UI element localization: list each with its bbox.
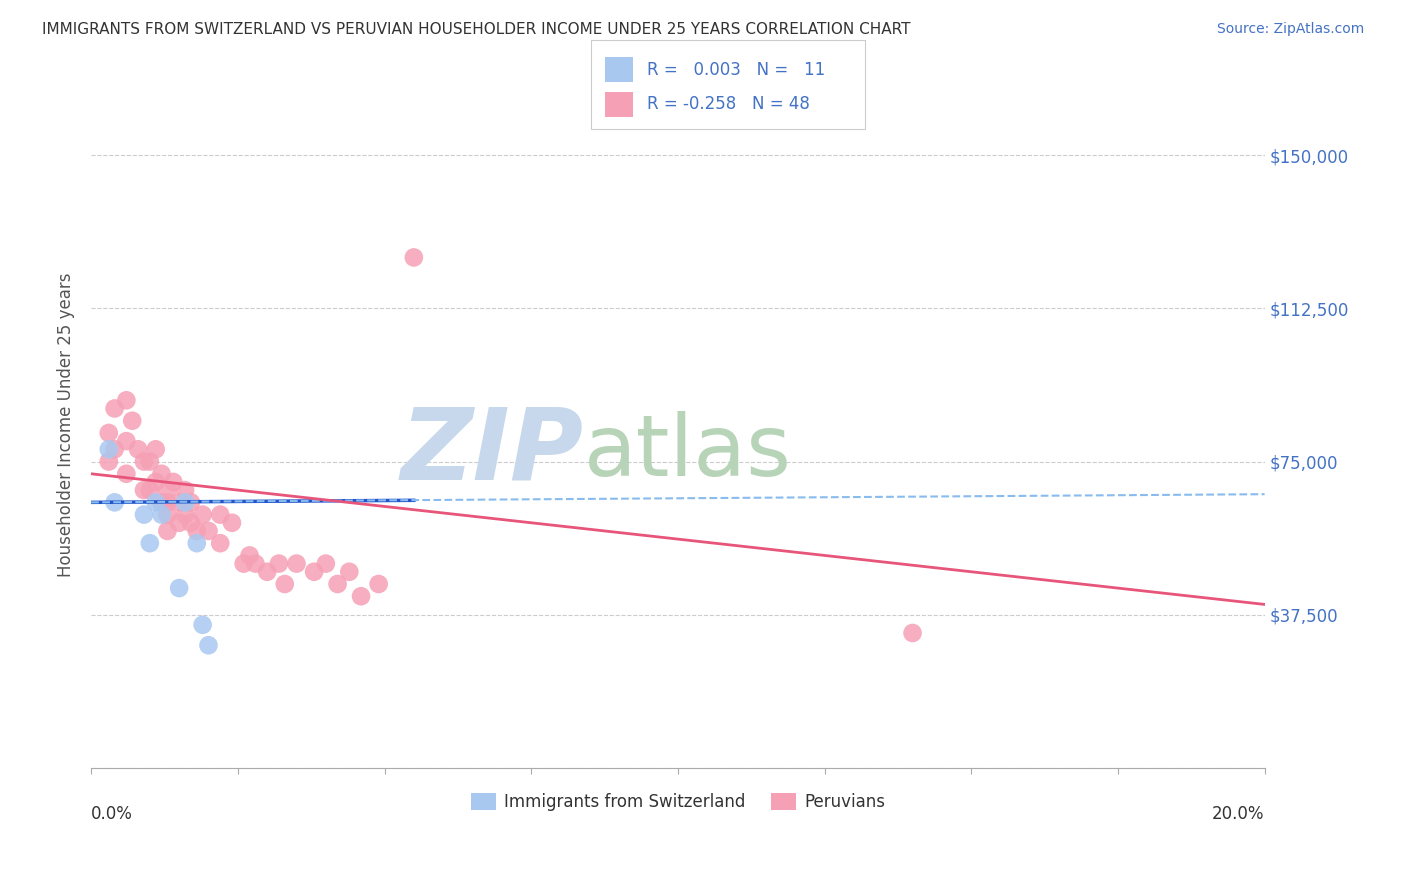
Point xyxy=(104,442,127,457)
Text: ZIP: ZIP xyxy=(401,404,583,500)
Point xyxy=(139,483,162,497)
Point xyxy=(186,524,208,538)
Point xyxy=(315,557,337,571)
Point xyxy=(156,524,179,538)
Point xyxy=(326,577,349,591)
Point xyxy=(191,617,214,632)
Point xyxy=(97,454,120,468)
Point xyxy=(239,549,262,563)
Point xyxy=(180,495,202,509)
Point xyxy=(132,483,155,497)
Legend: Immigrants from Switzerland, Peruvians: Immigrants from Switzerland, Peruvians xyxy=(464,786,891,818)
Point xyxy=(115,467,138,481)
Point xyxy=(337,565,360,579)
Point xyxy=(167,581,190,595)
Point xyxy=(367,577,389,591)
Point xyxy=(197,524,219,538)
Point xyxy=(167,516,190,530)
Y-axis label: Householder Income Under 25 years: Householder Income Under 25 years xyxy=(58,273,75,577)
Point xyxy=(186,536,208,550)
Text: 20.0%: 20.0% xyxy=(1212,805,1264,823)
Point xyxy=(115,393,138,408)
Point xyxy=(402,251,425,265)
Text: 0.0%: 0.0% xyxy=(91,805,134,823)
Point xyxy=(104,401,127,416)
Point xyxy=(274,577,297,591)
Point xyxy=(139,536,162,550)
Point xyxy=(150,467,173,481)
Point xyxy=(167,495,190,509)
Point xyxy=(145,442,167,457)
Point xyxy=(191,508,214,522)
Point xyxy=(174,483,197,497)
Point xyxy=(132,508,155,522)
Point xyxy=(150,495,173,509)
Point xyxy=(174,508,197,522)
Text: atlas: atlas xyxy=(583,410,792,494)
Point xyxy=(115,434,138,449)
Text: R = -0.258   N = 48: R = -0.258 N = 48 xyxy=(647,95,810,113)
Point xyxy=(209,508,232,522)
Point xyxy=(174,495,197,509)
Point xyxy=(162,475,184,489)
Point xyxy=(156,495,179,509)
Text: R =   0.003   N =   11: R = 0.003 N = 11 xyxy=(647,61,825,78)
Point xyxy=(150,508,173,522)
Point xyxy=(256,565,278,579)
Point xyxy=(104,495,127,509)
Point xyxy=(156,508,179,522)
Point xyxy=(245,557,267,571)
Point xyxy=(285,557,308,571)
Point xyxy=(350,589,373,603)
Point xyxy=(127,442,149,457)
Point xyxy=(156,483,179,497)
Point xyxy=(97,442,120,457)
Point xyxy=(221,516,243,530)
Point xyxy=(121,414,143,428)
Text: Source: ZipAtlas.com: Source: ZipAtlas.com xyxy=(1216,22,1364,37)
Point xyxy=(180,516,202,530)
Point xyxy=(97,425,120,440)
Point xyxy=(145,475,167,489)
Point xyxy=(302,565,325,579)
Point xyxy=(209,536,232,550)
Point xyxy=(232,557,254,571)
Point xyxy=(139,454,162,468)
Point xyxy=(132,454,155,468)
Point xyxy=(197,638,219,652)
Text: IMMIGRANTS FROM SWITZERLAND VS PERUVIAN HOUSEHOLDER INCOME UNDER 25 YEARS CORREL: IMMIGRANTS FROM SWITZERLAND VS PERUVIAN … xyxy=(42,22,911,37)
Point xyxy=(267,557,290,571)
Point xyxy=(901,626,924,640)
Point xyxy=(145,495,167,509)
